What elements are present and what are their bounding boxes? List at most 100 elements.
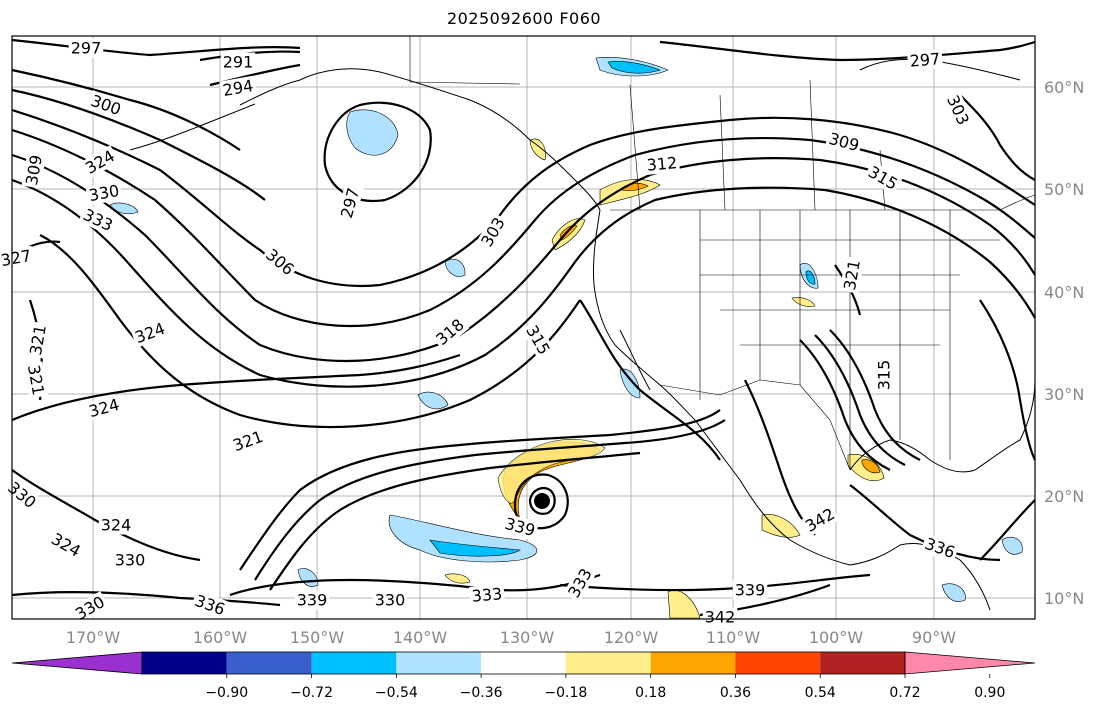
contour-label-background [732,580,768,600]
contour-label: 333 [468,584,506,606]
contour-label-background [25,321,51,359]
contour-309 [11,128,1036,328]
colorbar-tick-label: 0.54 [805,685,836,701]
contour-label-background [839,256,865,294]
contour-label-text: 339 [297,591,328,610]
shade-orange-texas [861,459,881,474]
shade-blue-midpacific [444,258,466,277]
contour-label-background [906,49,944,71]
contour-label-background [220,52,256,72]
contour-label-background [260,243,300,281]
colorbar-low-extension [11,651,143,675]
contour-label-background [190,590,230,620]
contour-label: 312 [643,153,681,175]
colorbar-segment [565,652,651,674]
contour-gulf-1 [799,339,891,471]
contour-312 [11,153,1036,363]
contour-east-3 [979,499,1036,561]
contour-label: 297 [68,38,104,58]
longitude-label: 110°W [706,628,761,647]
shade-blue-alaska [346,109,399,156]
contour-label-background [563,563,597,603]
shade-yellow-alaska-panhandle [529,138,546,161]
map-title: 2025092600 F060 [446,9,602,28]
colorbar-tick-label: −0.54 [375,685,418,701]
contour-label-background [430,313,470,351]
contour-jet-3 [269,451,641,591]
contour-label: 327 [0,245,35,271]
colorbar-segment [820,652,905,674]
contour-label-background [84,394,124,422]
colorbar-segment [735,652,821,674]
contour-label-background [800,503,840,537]
contour-label-background [468,584,506,606]
contour-label-background [21,151,47,189]
contour-label-background [372,590,408,610]
contour-label: 321 [839,256,865,294]
contour-label-text: 324 [101,516,132,535]
colorbar-tick-label: 0.36 [720,685,751,701]
contour-label-text: 297 [71,39,102,58]
contour-label-background [70,591,110,625]
contour-jet-2 [254,419,726,581]
contour-label-background [942,90,974,130]
contour-label-background [874,357,894,393]
colorbar-tick-label: −0.18 [544,685,587,701]
coastline-mexico [694,419,991,611]
contour-label: 315 [863,161,903,195]
graticule [12,36,1035,619]
colorbar-tick-label: 0.72 [889,685,920,701]
contour-303-a [11,88,266,201]
contour-label-text: 339 [735,581,766,600]
contour-label-text: 312 [646,153,678,175]
contour-label-background [23,361,49,399]
contour-label-background [78,204,118,236]
colorbar-tick-labels: −0.90 −0.72 −0.54 −0.36 −0.18 0.18 0.36 0.54 0.7… [205,674,1005,701]
map-frame [11,35,1036,620]
colorbar-outline [141,651,906,675]
contour-label-background [112,550,148,570]
contour-label-background [130,318,170,348]
contour-gulf-3 [829,329,921,461]
longitude-labels: 170°W 160°W 150°W 140°W 130°W 120°W 110°W 100°W… [66,628,956,647]
contour-label: 291 [220,52,256,72]
coastline-baja [619,329,651,391]
contour-gulf-2 [814,334,906,466]
shade-yellow-gulfcoast [791,297,816,307]
storm-center-marker [534,493,550,509]
contour-318 [39,234,581,429]
contour-300 [11,68,241,151]
contour-label-background [85,180,123,206]
shade-blue-east [1001,536,1023,555]
longitude-label: 170°W [66,628,121,647]
contour-gulf-4 [979,299,1036,461]
contour-storm-inner [528,486,556,515]
contour-324 [11,353,461,422]
shade-cyan-plains [805,270,816,285]
colorbar [11,651,1036,675]
longitude-label: 150°W [290,628,345,647]
contour-label-background [863,161,903,195]
colorbar-segment [650,652,736,674]
contour-label-background [68,38,104,58]
contour-label: 324 [98,515,134,535]
border-states [699,210,1000,470]
longitude-label: 160°W [193,628,248,647]
shade-yellow-south [444,573,471,584]
contour-labels: 2972912942973003093243303333273213213243… [0,38,974,627]
contour-label-text: 291 [223,53,254,72]
latitude-labels: 60°N 50°N 40°N 30°N 20°N 10°N [1044,78,1084,608]
contour-east-1 [744,379,816,536]
contour-label-text: 330 [375,591,406,610]
contour-297-low [323,101,432,203]
shaded-regions [109,57,1023,619]
contour-label-background [219,75,257,101]
colorbar-tick-label: 0.18 [635,685,666,701]
contour-label-text: 342 [705,608,736,627]
contour-label-background [643,153,681,175]
contour-306 [11,108,1036,287]
contour-label-background [521,320,555,360]
contour-label-background [80,145,120,179]
contour-label: 330 [112,550,148,570]
